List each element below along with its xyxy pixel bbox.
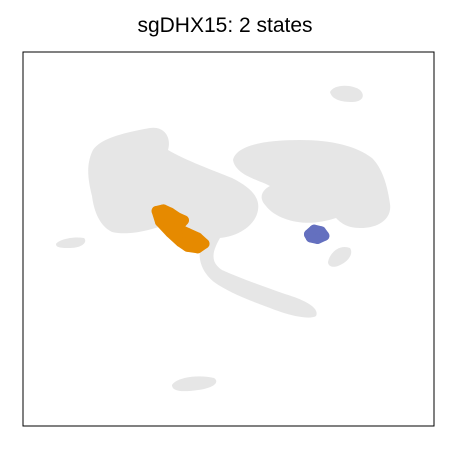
data-point	[192, 232, 203, 243]
background-embedding	[56, 85, 391, 392]
data-point	[178, 215, 189, 226]
data-point	[192, 243, 203, 254]
data-point	[155, 216, 165, 227]
background-region-1	[88, 127, 317, 318]
data-point	[305, 232, 316, 243]
background-region-5	[172, 376, 217, 392]
background-region-6	[328, 246, 352, 267]
plot-frame	[22, 51, 435, 427]
background-region-3	[330, 85, 363, 102]
series-1	[151, 204, 210, 254]
series-2	[303, 224, 330, 244]
data-point	[165, 227, 176, 238]
data-point	[182, 227, 193, 238]
background-cells	[56, 85, 391, 392]
background-region-4	[56, 237, 86, 248]
data-point	[175, 237, 186, 248]
data-marks	[151, 204, 330, 254]
background-region-2	[233, 140, 391, 228]
chart-title: sgDHX15: 2 states	[137, 14, 313, 37]
